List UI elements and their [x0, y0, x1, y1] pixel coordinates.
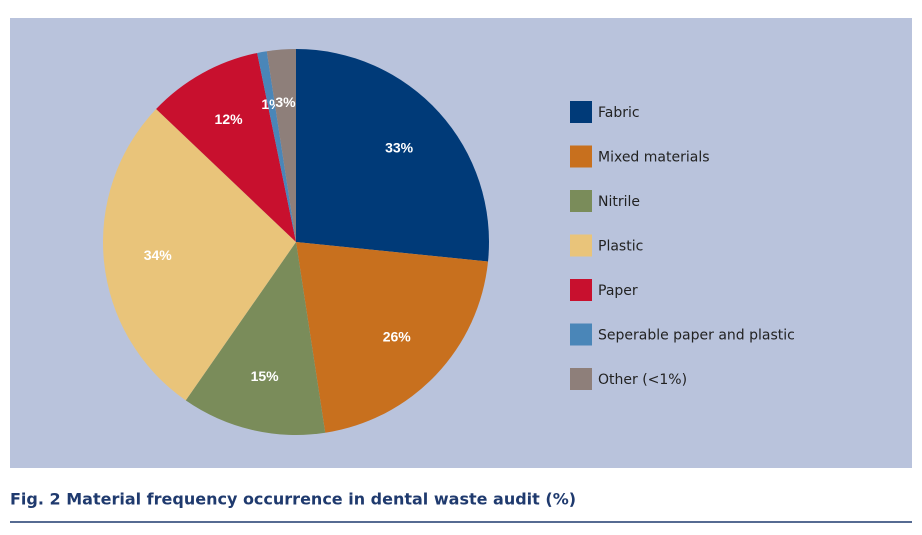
pie-slice	[185, 242, 326, 435]
legend-label: Nitrile	[598, 194, 640, 210]
legend-label: Fabric	[598, 105, 640, 121]
pie-slice	[296, 49, 489, 262]
legend-swatch	[570, 101, 592, 123]
data-label: 33%	[385, 140, 414, 156]
data-label: 34%	[144, 247, 173, 263]
legend-label: Plastic	[598, 239, 643, 255]
legend-swatch	[570, 368, 592, 390]
legend-label: Paper	[598, 283, 638, 299]
pie-slice	[257, 51, 296, 242]
legend-swatch	[570, 279, 592, 301]
legend-label: Other (<1%)	[598, 372, 687, 388]
legend-label: Seperable paper and plastic	[598, 328, 795, 344]
chart-title: Fig. 2 Material frequency occurrence in …	[10, 490, 576, 509]
data-label: 3%	[275, 94, 296, 110]
pie-slice	[102, 109, 297, 401]
data-label: 12%	[215, 111, 244, 127]
legend-swatch	[570, 323, 592, 346]
data-label: 15%	[251, 368, 280, 384]
legend-swatch	[570, 234, 592, 257]
legend-swatch	[570, 145, 592, 168]
pie-slice	[156, 52, 296, 243]
legend-label: Mixed materials	[598, 150, 710, 166]
legend-swatch	[570, 190, 592, 212]
data-label: 26%	[383, 328, 412, 344]
pie-slice	[266, 49, 296, 242]
pie-slice	[296, 242, 489, 433]
